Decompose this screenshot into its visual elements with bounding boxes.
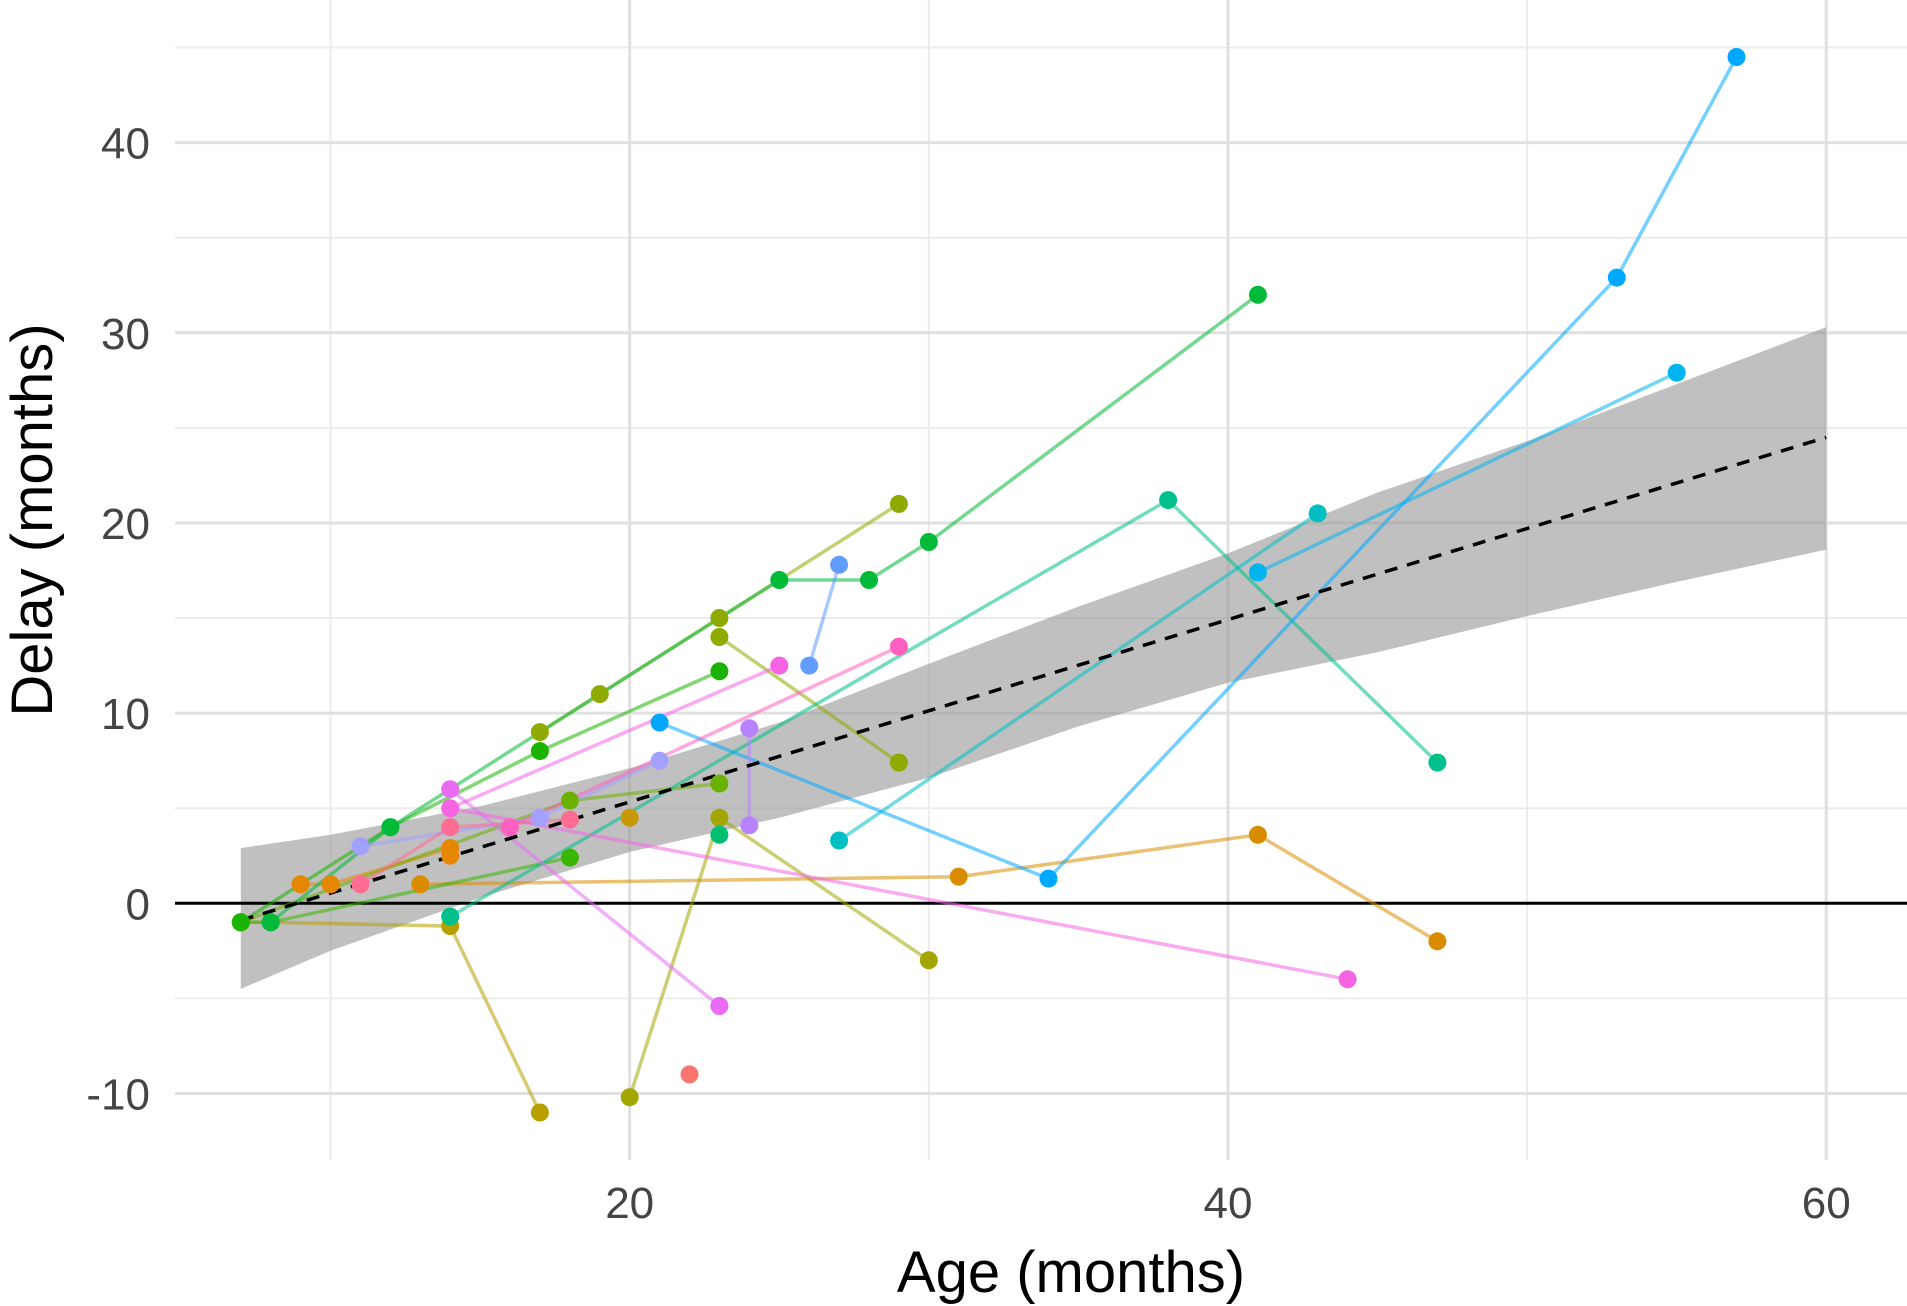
data-point <box>889 753 908 772</box>
data-point <box>291 875 310 894</box>
data-point <box>710 774 729 793</box>
y-axis-title: Delay (months) <box>0 323 65 716</box>
data-point <box>441 799 460 818</box>
series-line <box>239 669 721 924</box>
data-point <box>560 848 579 867</box>
y-tick-label: -10 <box>86 1070 150 1119</box>
data-point <box>740 719 759 738</box>
data-point <box>770 571 789 589</box>
data-point <box>680 1065 699 1084</box>
confidence-band <box>240 327 1827 989</box>
data-point <box>411 875 430 894</box>
y-tick-label: 10 <box>101 690 150 739</box>
data-point <box>381 818 400 837</box>
data-point <box>530 1103 549 1122</box>
data-point <box>530 808 549 827</box>
data-point <box>560 810 579 829</box>
series-line <box>658 56 1739 881</box>
data-point <box>501 818 519 837</box>
data-point <box>321 875 340 894</box>
data-point <box>441 846 460 865</box>
data-point <box>620 808 639 827</box>
data-point <box>860 571 878 589</box>
y-tick-label: 20 <box>101 500 150 549</box>
data-point <box>770 656 789 675</box>
data-point <box>710 628 729 646</box>
data-point <box>1159 491 1178 510</box>
x-tick-label: 20 <box>605 1179 654 1228</box>
data-point <box>1727 48 1746 66</box>
data-point <box>441 780 460 799</box>
data-point <box>1039 869 1058 888</box>
series-line <box>1257 371 1678 574</box>
series-line <box>838 511 1319 842</box>
data-point <box>560 791 579 810</box>
data-point <box>650 713 669 732</box>
data-point <box>1607 268 1626 287</box>
data-point <box>351 837 370 856</box>
data-point <box>1248 285 1267 304</box>
data-point <box>889 494 908 513</box>
series-line <box>807 564 841 667</box>
data-point <box>441 818 460 837</box>
data-point <box>919 533 938 551</box>
data-point <box>1428 932 1447 951</box>
data-point <box>830 831 849 850</box>
data-point <box>710 997 729 1015</box>
x-tick-label: 40 <box>1203 1179 1252 1228</box>
data-point <box>1248 563 1267 582</box>
data-point <box>231 913 250 932</box>
data-point <box>351 875 370 894</box>
tick-labels-layer: -10 0 10 20 30 40 20 40 60 <box>86 120 1850 1228</box>
data-point <box>1428 753 1447 772</box>
data-point <box>710 609 729 627</box>
data-point <box>590 685 609 704</box>
data-point <box>710 825 729 844</box>
data-point <box>919 951 938 970</box>
data-point <box>620 1088 639 1107</box>
data-point <box>740 816 759 835</box>
data-point <box>889 637 908 656</box>
data-point <box>530 742 549 761</box>
confidence-band-layer <box>240 327 1827 989</box>
data-point <box>1667 363 1686 382</box>
data-point <box>261 913 280 932</box>
y-tick-label: 0 <box>126 880 150 929</box>
data-point <box>710 808 729 827</box>
data-point <box>1338 970 1357 989</box>
data-point <box>710 662 729 681</box>
data-point <box>800 656 819 675</box>
data-point <box>530 723 549 742</box>
data-point <box>650 751 669 770</box>
y-tick-label: 30 <box>101 310 150 359</box>
data-point <box>830 555 849 574</box>
trend-line-layer <box>240 435 1827 923</box>
data-point <box>1308 504 1327 523</box>
series-line <box>718 635 900 765</box>
data-points-layer <box>231 48 1746 1122</box>
series-line <box>420 832 1439 943</box>
data-point <box>441 907 460 926</box>
x-tick-label: 60 <box>1802 1179 1851 1228</box>
trend-line <box>240 435 1827 923</box>
series-line <box>628 814 930 1098</box>
y-tick-label: 40 <box>101 120 150 169</box>
data-point <box>1248 825 1267 844</box>
x-axis-title: Age (months) <box>897 1240 1245 1305</box>
data-point <box>949 867 968 886</box>
